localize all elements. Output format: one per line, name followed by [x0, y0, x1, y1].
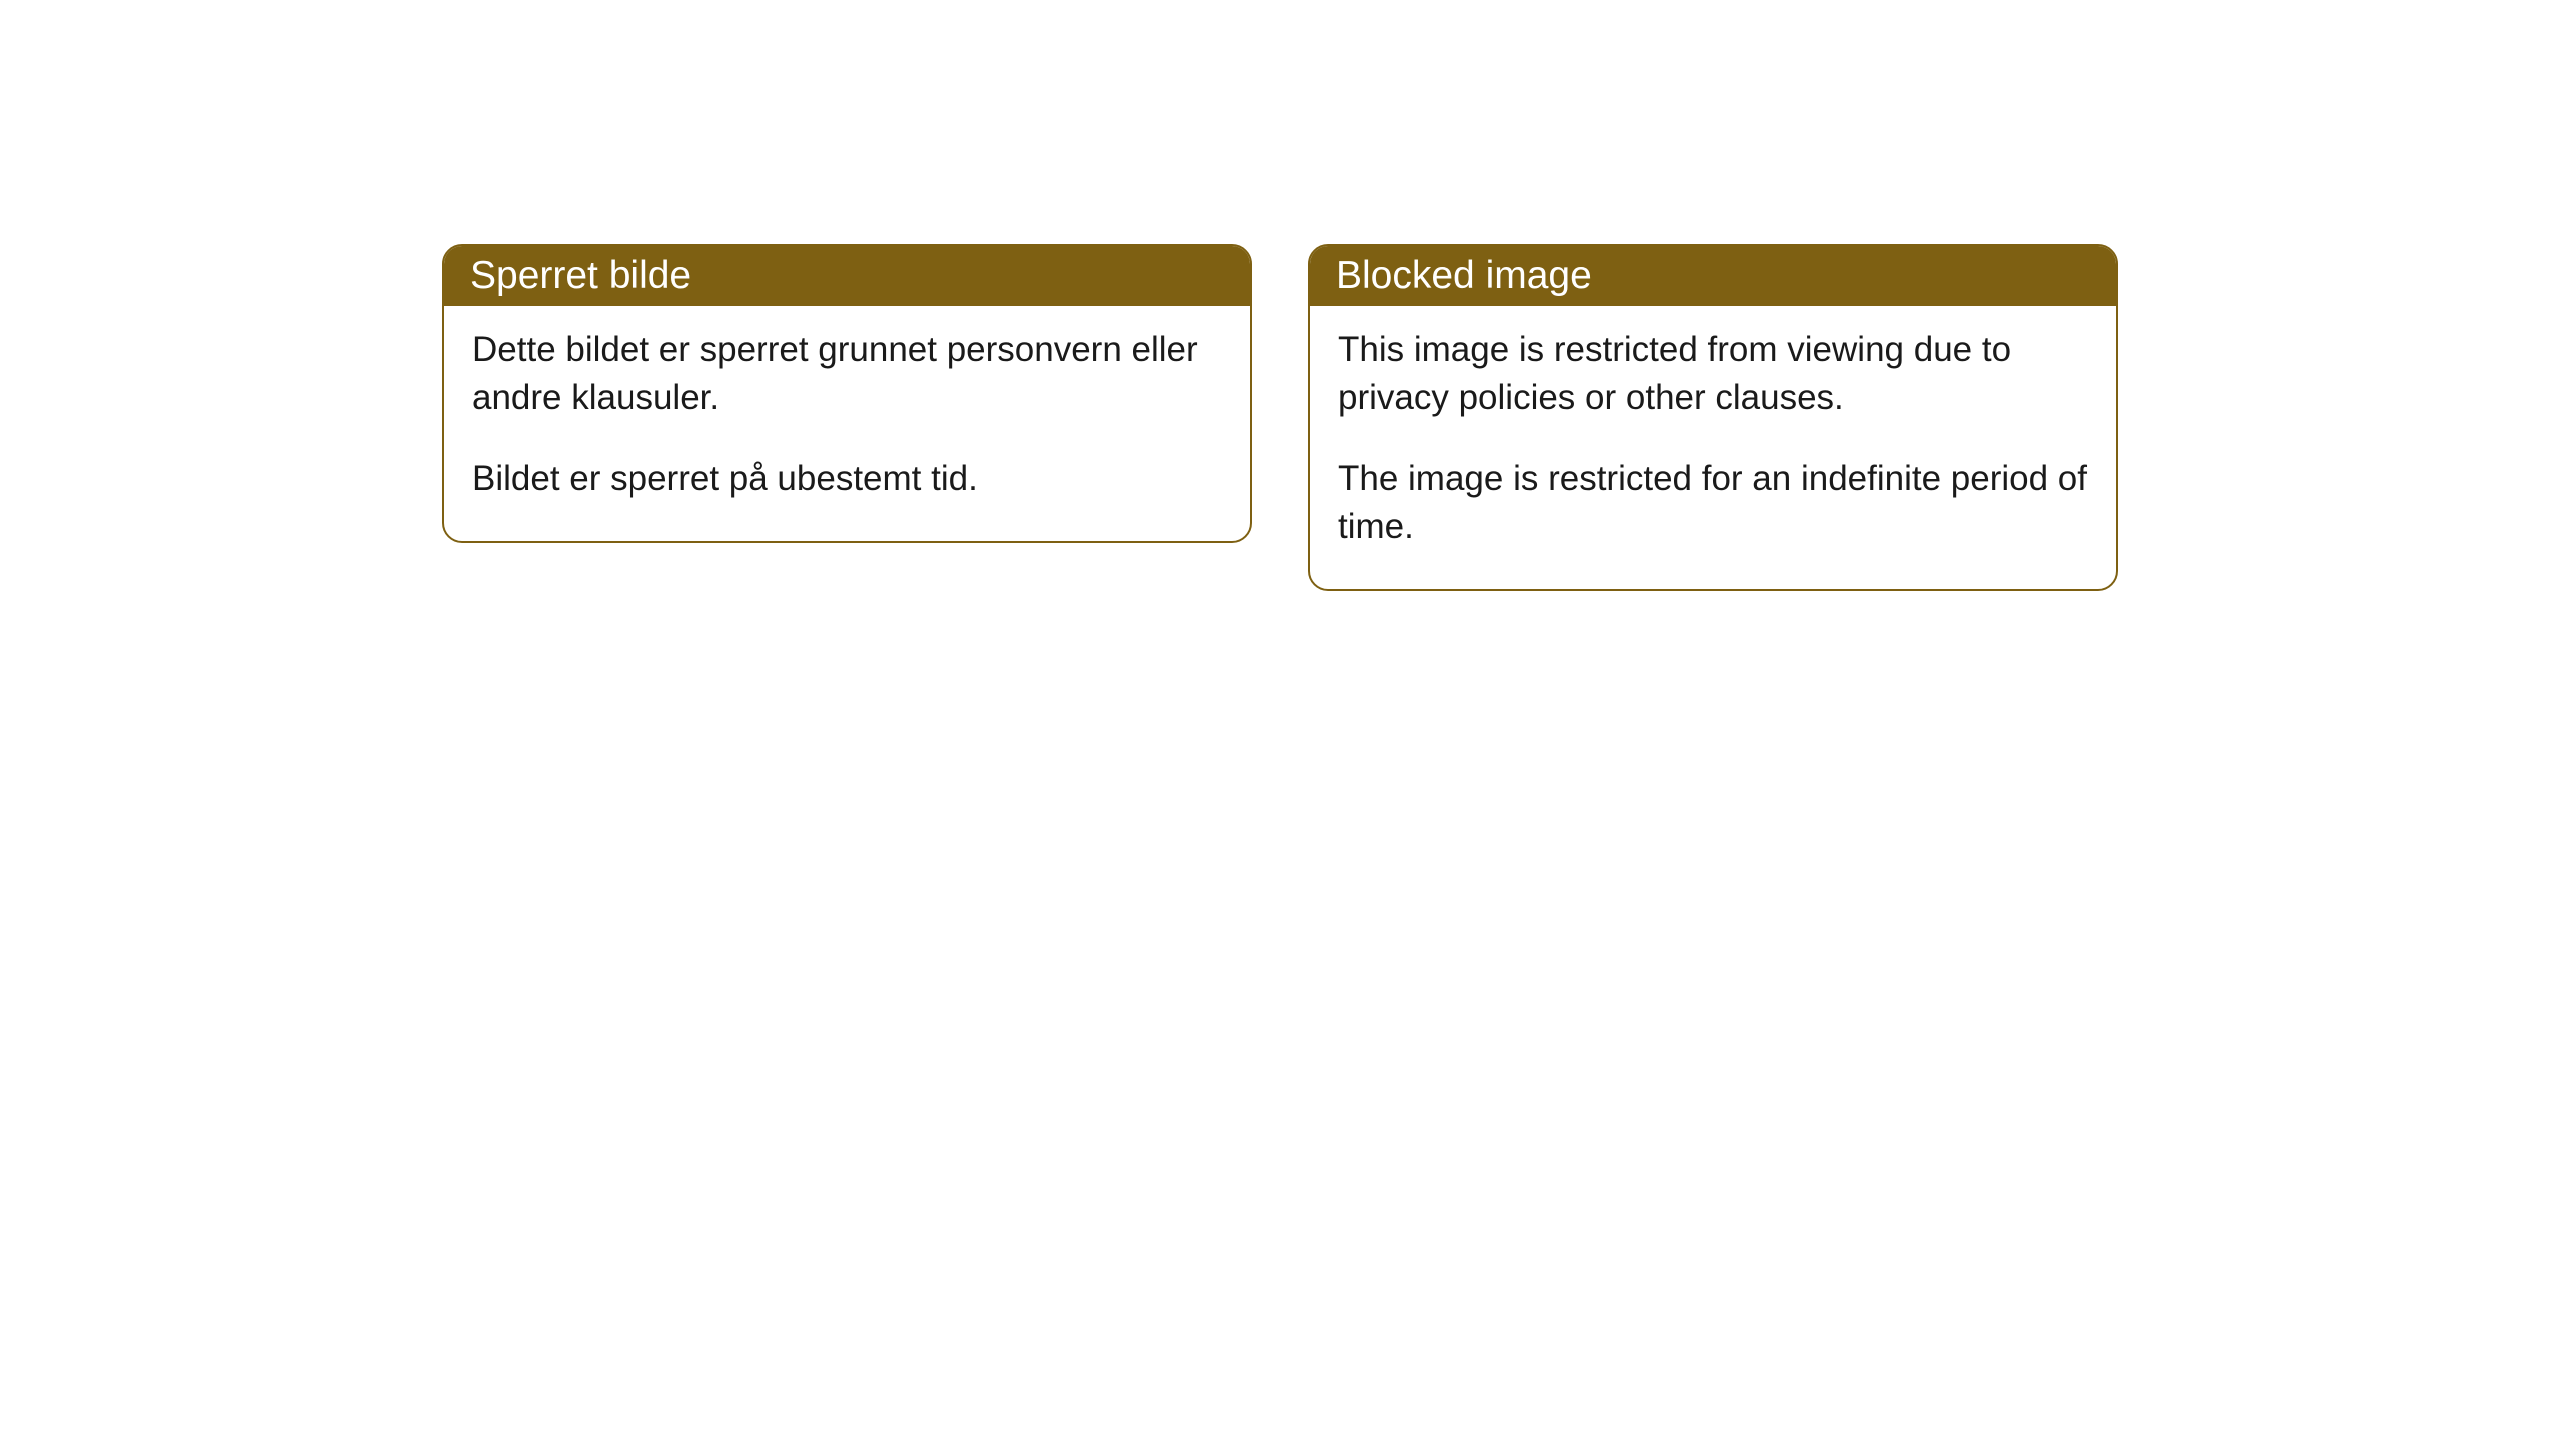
blocked-image-card-norwegian: Sperret bilde Dette bildet er sperret gr… [442, 244, 1252, 543]
card-body: Dette bildet er sperret grunnet personve… [444, 306, 1250, 541]
card-title: Blocked image [1336, 254, 1592, 297]
notice-cards-container: Sperret bilde Dette bildet er sperret gr… [442, 244, 2118, 1440]
card-body: This image is restricted from viewing du… [1310, 306, 2116, 589]
card-header: Blocked image [1310, 246, 2116, 306]
card-header: Sperret bilde [444, 246, 1250, 306]
notice-paragraph-2: The image is restricted for an indefinit… [1338, 455, 2088, 552]
notice-paragraph-1: This image is restricted from viewing du… [1338, 326, 2088, 423]
blocked-image-card-english: Blocked image This image is restricted f… [1308, 244, 2118, 591]
card-title: Sperret bilde [470, 254, 691, 297]
notice-paragraph-1: Dette bildet er sperret grunnet personve… [472, 326, 1222, 423]
notice-paragraph-2: Bildet er sperret på ubestemt tid. [472, 455, 1222, 503]
